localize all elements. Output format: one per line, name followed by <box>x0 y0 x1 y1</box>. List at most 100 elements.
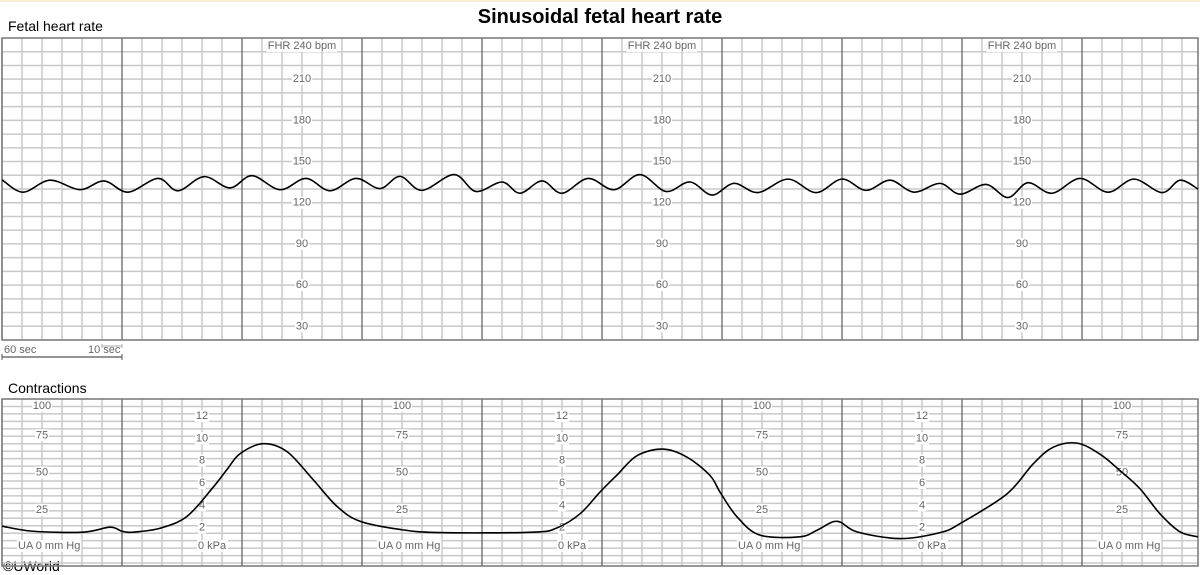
kpa-tick-label-text: 10 <box>556 432 568 444</box>
fhr-tick-label-text: 210 <box>293 73 311 85</box>
fhr-tick-label: 180 <box>291 114 313 127</box>
fhr-tick-label: 90 <box>294 237 310 250</box>
scale-bar-major-label: 60 sec <box>4 344 37 356</box>
mmhg-tick-label: 25 <box>34 503 50 516</box>
mmhg-tick-label: 25 <box>394 503 410 516</box>
mmhg-tick-label-text: 100 <box>753 400 771 412</box>
label-background <box>197 454 207 467</box>
kpa-zero-label-text: 0 kPa <box>198 540 227 552</box>
kpa-tick-label: 6 <box>197 477 207 490</box>
mmhg-tick-label: 75 <box>754 429 770 442</box>
kpa-tick-label: 8 <box>197 454 207 467</box>
mmhg-tick-label-text: 25 <box>1116 504 1128 516</box>
label-background <box>654 237 670 250</box>
kpa-tick-label: 2 <box>557 521 567 534</box>
kpa-tick-label-text: 12 <box>556 410 568 422</box>
fhr-tick-label-text: 120 <box>293 197 311 209</box>
kpa-tick-label: 12 <box>914 409 930 422</box>
fhr-tick-label-text: 30 <box>1016 320 1028 332</box>
label-background <box>1097 540 1162 552</box>
label-background <box>651 196 673 209</box>
label-background <box>651 155 673 168</box>
kpa-tick-label-text: 10 <box>916 432 928 444</box>
label-background <box>626 40 698 52</box>
kpa-zero-label: 0 kPa <box>557 540 589 552</box>
label-background <box>197 499 207 512</box>
mmhg-tick-label-text: 50 <box>36 467 48 479</box>
kpa-tick-label-text: 4 <box>199 499 205 511</box>
mmhg-tick-label: 25 <box>754 503 770 516</box>
fhr-grid <box>1 37 1199 341</box>
label-background <box>737 540 802 552</box>
kpa-tick-label: 10 <box>914 432 930 445</box>
fhr-tick-label-text: 180 <box>293 114 311 126</box>
fhr-tick-label: 120 <box>651 196 673 209</box>
fhr-tick-label-text: 180 <box>653 114 671 126</box>
mmhg-zero-label: UA 0 mm Hg <box>17 540 82 552</box>
label-background <box>557 454 567 467</box>
label-background <box>291 196 313 209</box>
fhr-tick-label: 60 <box>654 279 670 292</box>
kpa-zero-label-text: 0 kPa <box>558 540 587 552</box>
kpa-tick-label-text: 6 <box>559 477 565 489</box>
fhr-trace <box>1 173 1199 199</box>
mmhg-tick-label-text: 25 <box>756 504 768 516</box>
contractions-panel-label: Contractions <box>8 380 87 396</box>
top-border <box>0 0 1200 2</box>
fhr-tick-label: 180 <box>651 114 673 127</box>
mmhg-tick-label-text: 100 <box>1113 400 1131 412</box>
label-background <box>266 40 338 52</box>
fhr-tick-label-text: 90 <box>656 238 668 250</box>
label-background <box>557 540 589 552</box>
scale-bar-minor-label: 10 sec <box>88 344 121 356</box>
fhr-tick-label: 120 <box>1011 196 1033 209</box>
label-background <box>651 73 673 86</box>
mmhg-tick-label-text: 50 <box>396 467 408 479</box>
label-background <box>917 477 927 490</box>
label-background <box>1011 196 1033 209</box>
label-background <box>917 454 927 467</box>
label-background <box>751 400 773 412</box>
label-background <box>1014 279 1030 292</box>
kpa-tick-label-text: 8 <box>919 455 925 467</box>
fhr-tick-label: 150 <box>1011 155 1033 168</box>
label-background <box>914 409 930 422</box>
fhr-tick-label-text: 150 <box>1013 156 1031 168</box>
fhr-axis-header-text: FHR 240 bpm <box>268 40 336 52</box>
kpa-tick-label: 4 <box>557 499 567 512</box>
label-background <box>291 114 313 127</box>
label-background <box>557 477 567 490</box>
mmhg-zero-label-text: UA 0 mm Hg <box>18 540 80 552</box>
fhr-panel-label: Fetal heart rate <box>8 18 103 34</box>
contractions-axis-labels: 100 75 50 25 UA 0 mm Hg 100 75 50 25 UA 0 mm Hg 10… <box>17 400 1162 552</box>
label-background <box>394 429 410 442</box>
mmhg-tick-label-text: 25 <box>36 504 48 516</box>
mmhg-tick-label-text: 75 <box>396 429 408 441</box>
kpa-tick-label: 2 <box>197 521 207 534</box>
label-background <box>554 432 570 445</box>
kpa-tick-label-text: 8 <box>199 455 205 467</box>
fhr-tick-label: 210 <box>651 73 673 86</box>
label-background <box>34 503 50 516</box>
mmhg-zero-label-text: UA 0 mm Hg <box>1098 540 1160 552</box>
fhr-tick-label: 210 <box>291 73 313 86</box>
label-background <box>194 409 210 422</box>
kpa-tick-label-text: 10 <box>196 432 208 444</box>
fhr-tick-label-text: 120 <box>1013 197 1031 209</box>
kpa-tick-label-text: 2 <box>559 522 565 534</box>
fhr-axis-header: FHR 240 bpm <box>266 40 338 52</box>
mmhg-tick-label: 50 <box>394 466 410 479</box>
mmhg-zero-label: UA 0 mm Hg <box>377 540 442 552</box>
fhr-tick-label-text: 90 <box>1016 238 1028 250</box>
label-background <box>917 521 927 534</box>
fhr-tick-label: 180 <box>1011 114 1033 127</box>
chart-title: Sinusoidal fetal heart rate <box>477 6 723 28</box>
mmhg-tick-label: 100 <box>391 400 413 412</box>
label-background <box>197 477 207 490</box>
label-background <box>986 40 1058 52</box>
mmhg-tick-label: 50 <box>754 466 770 479</box>
panel-border <box>1 398 1199 567</box>
kpa-tick-label: 6 <box>917 477 927 490</box>
contraction-trace <box>1 442 1199 540</box>
kpa-tick-label: 8 <box>917 454 927 467</box>
